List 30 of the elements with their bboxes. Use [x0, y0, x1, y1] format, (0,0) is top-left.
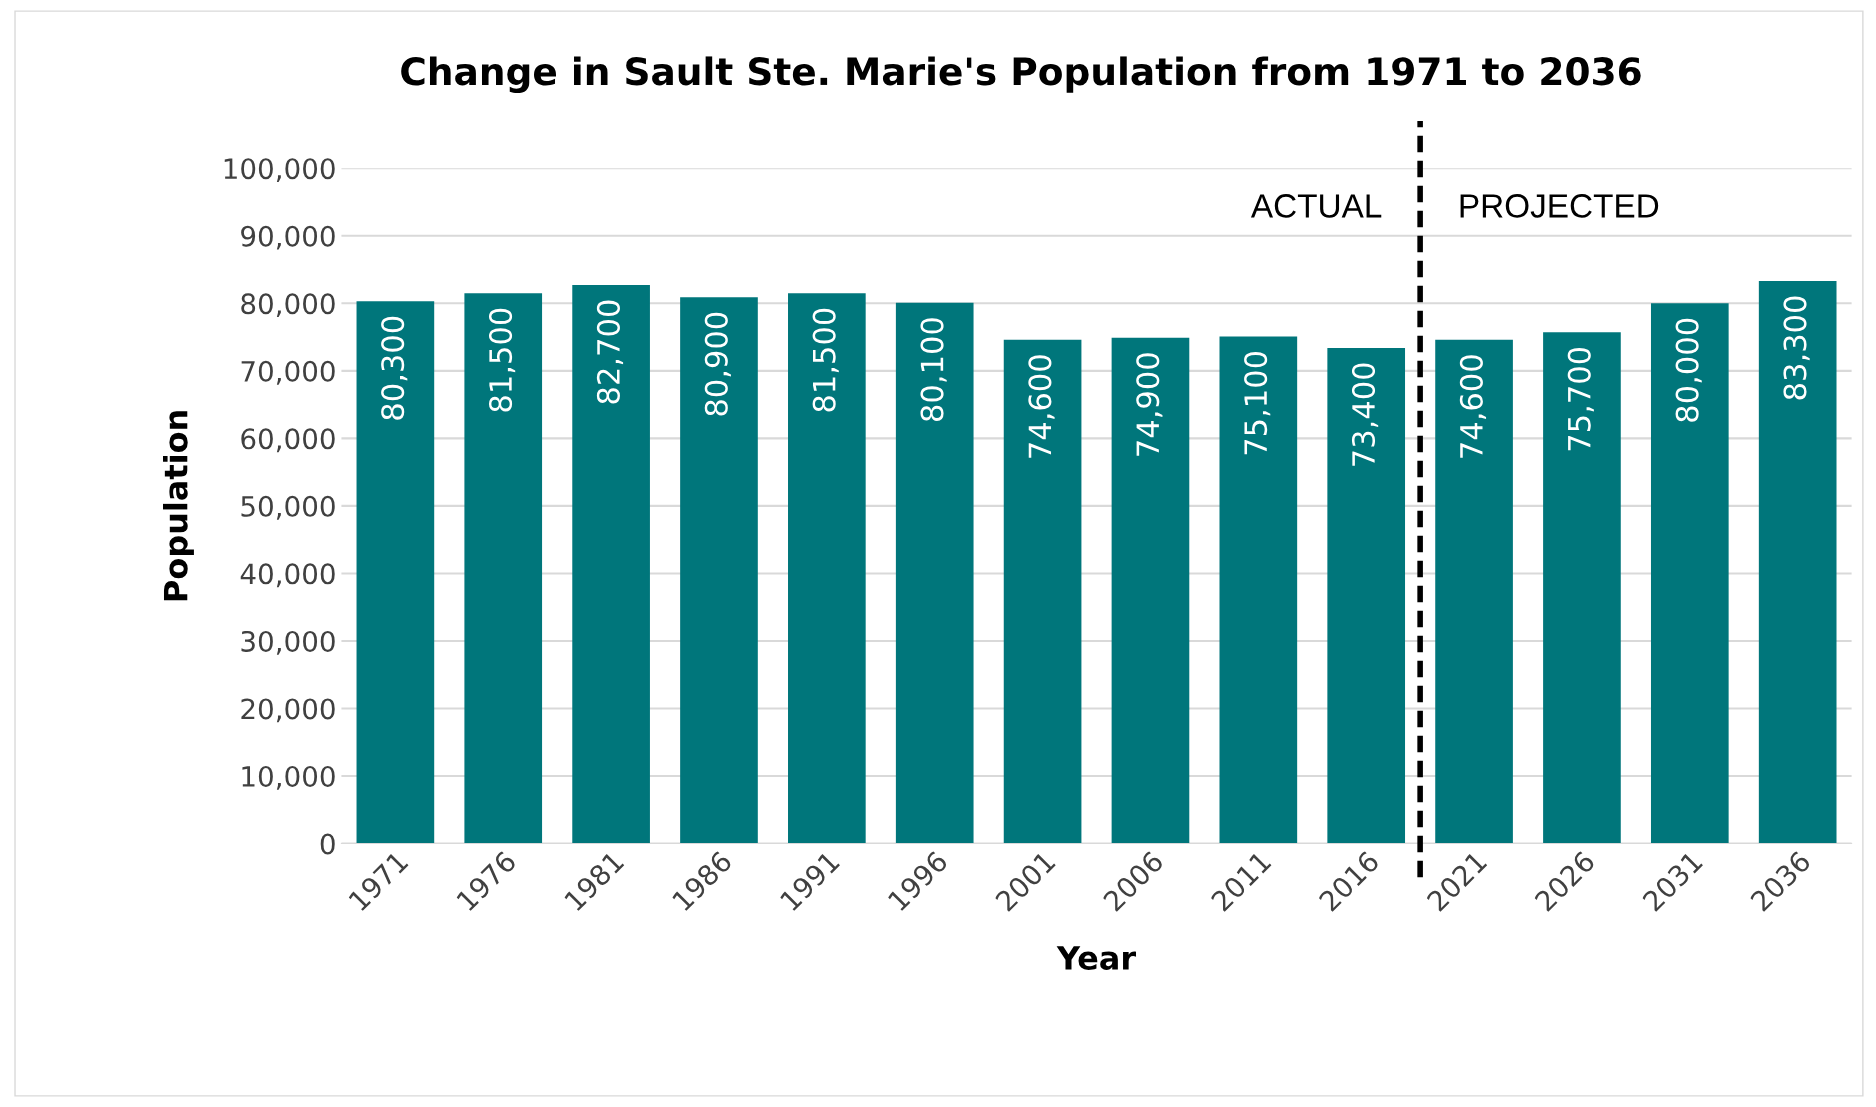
y-tick-label: 70,000: [241, 360, 335, 385]
y-tick-label: 40,000: [240, 563, 335, 588]
data-label: 81,500: [812, 308, 839, 412]
data-label: 81,500: [488, 308, 516, 412]
y-tick-label: 30,000: [241, 630, 335, 655]
data-label: 74,600: [1459, 355, 1487, 458]
y-tick-label: 80,000: [241, 293, 335, 318]
data-label: 74,900: [1136, 353, 1163, 456]
y-tick-label: 10,000: [242, 765, 335, 790]
y-axis-title: Population: [163, 411, 194, 601]
y-tick-label: 100,000: [224, 158, 335, 183]
y-tick-label: 50,000: [241, 495, 335, 520]
y-tick-label: 90,000: [241, 225, 335, 250]
data-label: 75,700: [1567, 347, 1594, 451]
data-label: 75,100: [1244, 351, 1271, 455]
annotation: ACTUAL: [1250, 194, 1382, 218]
data-label: 74,600: [1028, 355, 1055, 458]
data-label: 80,000: [1675, 318, 1702, 422]
y-tick-label: 20,000: [241, 698, 335, 723]
data-label: 83,300: [1783, 296, 1810, 400]
data-label: 80,300: [381, 316, 408, 420]
data-label: 82,700: [596, 300, 624, 404]
annotation: PROJECTED: [1460, 194, 1659, 218]
x-axis-title: Year: [1056, 946, 1137, 970]
data-label: 80,100: [920, 318, 947, 421]
data-label: 80,900: [704, 312, 731, 416]
y-tick-label: 60,000: [241, 428, 335, 453]
y-tick-label: 0: [320, 833, 335, 855]
chart-title: Change in Sault Ste. Marie's Population from 1971 to 2036: [401, 56, 1641, 94]
data-label: 73,400: [1351, 363, 1379, 466]
